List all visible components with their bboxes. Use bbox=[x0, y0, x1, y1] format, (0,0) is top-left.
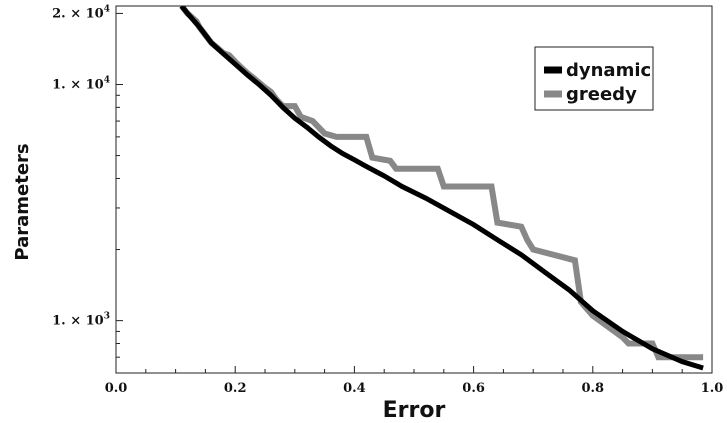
y-tick-label: 1. × 104 bbox=[52, 75, 110, 92]
x-tick-label: 0.2 bbox=[224, 381, 247, 396]
x-tick-label: 1.0 bbox=[701, 381, 724, 396]
ticks-layer: 0.0 0.2 0.4 0.6 0.8 1.0 1. × 103 1. × 104 2. × 1… bbox=[52, 4, 723, 396]
legend-box bbox=[534, 46, 654, 111]
legend-label-greedy: greedy bbox=[566, 84, 637, 105]
y-axis-title: Parameters bbox=[12, 143, 33, 260]
x-tick-label: 0.0 bbox=[105, 381, 128, 396]
x-tick-label: 0.6 bbox=[462, 381, 485, 396]
legend: dynamic greedy bbox=[534, 46, 654, 111]
legend-label-dynamic: dynamic bbox=[566, 60, 651, 81]
y-tick-label: 1. × 103 bbox=[52, 312, 110, 329]
series-line-dynamic bbox=[179, 6, 704, 371]
x-tick-label: 0.8 bbox=[581, 381, 604, 396]
x-axis-title: Error bbox=[383, 398, 446, 423]
x-tick-label: 0.4 bbox=[343, 381, 366, 396]
series-layer bbox=[179, 6, 704, 371]
y-tick-label: 2. × 104 bbox=[52, 4, 110, 21]
